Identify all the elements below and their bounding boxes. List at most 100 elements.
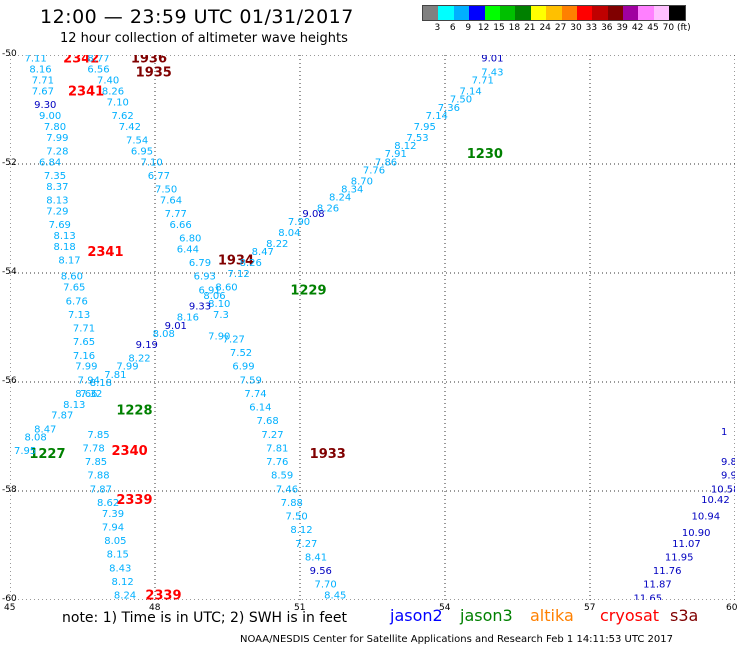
track-time-label: 1230 (467, 147, 503, 162)
lon-tick-label: 54 (439, 603, 451, 613)
wave-height-value: 6.99 (232, 362, 254, 373)
wave-height-value: 8.70 (351, 176, 373, 187)
wave-height-value: 8.05 (104, 536, 126, 547)
wave-height-value: 7.99 (75, 362, 97, 373)
legend-label: 45 (647, 23, 659, 33)
wave-height-value: 11.07 (672, 539, 701, 550)
wave-height-value: 8.12 (112, 577, 134, 588)
wave-height-value: 7.46 (276, 484, 298, 495)
wave-height-value: 8.08 (25, 433, 47, 444)
legend-swatch (607, 6, 624, 20)
wave-height-value: 7.85 (85, 457, 107, 468)
lat-tick-label: -54 (2, 267, 17, 277)
graticule (10, 55, 735, 600)
legend-label: 12 (477, 23, 490, 33)
lat-tick-label: -58 (2, 485, 17, 495)
wave-height-value: 7.52 (230, 348, 252, 359)
wave-height-value: 7.77 (165, 209, 187, 220)
legend-swatch (423, 6, 439, 20)
wave-height-value: 7.32 (80, 389, 102, 400)
legend-swatch (499, 6, 516, 20)
wave-height-value: 10.90 (682, 528, 711, 539)
legend-label: 42 (631, 23, 644, 33)
wave-height-value: 8.60 (61, 272, 83, 283)
track-time-label: 2340 (112, 444, 148, 459)
wave-height-value: 8.15 (107, 550, 129, 561)
legend-label: 33 (585, 23, 598, 33)
wave-height-value: 8.62 (97, 498, 119, 509)
wave-height-value: 7.65 (73, 337, 95, 348)
legend-label: 24 (539, 23, 551, 33)
wave-height-value: 7.27 (223, 334, 245, 345)
legend-label: 6 (449, 23, 456, 33)
wave-height-value: 6.93 (194, 272, 216, 283)
wave-height-value: 6.44 (177, 244, 199, 255)
track-time-label: 1229 (290, 283, 326, 298)
wave-height-value: 7.99 (116, 362, 138, 373)
legend-label: 15 (493, 23, 505, 33)
lon-tick-label: 48 (149, 603, 161, 613)
wave-height-value: 7.42 (119, 122, 141, 133)
legend-swatch (638, 6, 654, 20)
wave-height-value: 9.56 (310, 566, 332, 577)
legend-label: 3 (434, 23, 441, 33)
legend-label: 18 (508, 23, 521, 33)
legend-swatch (515, 6, 531, 20)
wave-height-value: 7.27 (261, 430, 283, 441)
satellite-jason2: jason2 (390, 606, 443, 625)
wave-height-value: 8.16 (177, 313, 199, 324)
wave-height-value: 8.18 (54, 242, 76, 253)
wave-height-value: 8.26 (240, 258, 262, 269)
lat-tick-label: -56 (2, 376, 17, 386)
wave-height-value: 8.16 (29, 65, 51, 76)
wave-height-value: 7.59 (240, 375, 262, 386)
legend-swatch (438, 6, 454, 20)
legend-label: (ft) (677, 23, 691, 33)
wave-height-value: 7.90 (288, 217, 310, 228)
wave-height-value: 9.08 (302, 209, 324, 220)
color-legend: 3 6 9 12 15 18 21 24 27 30 33 36 39 42 45 70 (ft) (422, 5, 691, 33)
legend-swatch (453, 6, 470, 20)
track-time-label: 2339 (116, 493, 152, 508)
track-time-label: 1936 (131, 55, 167, 67)
wave-height-value: 7.76 (363, 165, 385, 176)
wave-height-value: 7.14 (460, 86, 482, 97)
wave-height-value: 7.71 (73, 324, 95, 335)
wave-height-value: 8.22 (266, 239, 288, 250)
wave-height-value: 11.65 (634, 593, 663, 600)
wave-height-value: 8.13 (46, 195, 68, 206)
wave-height-value: 7.50 (450, 95, 472, 106)
track-time-label: 2341 (68, 84, 104, 99)
legend-swatch (623, 6, 639, 20)
wave-height-value: 1 (721, 427, 727, 438)
wave-height-value: 8.47 (252, 247, 274, 258)
wave-height-values: 7.11 8.77 8.16 6.56 7.71 7.40 7.67 8.26 9.30 7.10… (14, 55, 735, 600)
lat-tick-label: -52 (2, 158, 17, 168)
wave-height-value: 7.10 (107, 97, 129, 108)
wave-height-value: 8.08 (153, 329, 175, 340)
wave-height-value: 8.59 (271, 471, 293, 482)
track-time-label: 1228 (116, 403, 152, 418)
track-time-label: 2342 (63, 55, 99, 67)
wave-height-value: 7.94 (78, 375, 100, 386)
wave-height-value: 7.3 (213, 310, 229, 321)
wave-height-value: 8.10 (208, 299, 230, 310)
wave-height-value: 9.19 (136, 340, 158, 351)
wave-height-value: 7.69 (49, 220, 71, 231)
wave-height-value: 7.81 (266, 443, 288, 454)
wave-height-value: 7.70 (315, 580, 337, 591)
wave-height-value: 7.65 (63, 283, 85, 294)
wave-height-value: 8.24 (114, 591, 136, 600)
wave-height-value: 8.18 (90, 378, 112, 389)
wave-height-value: 8.77 (87, 55, 109, 65)
track-time-label: 1227 (29, 447, 65, 462)
wave-height-value: 9.8 (721, 457, 735, 468)
wave-height-value: 7.81 (104, 370, 126, 381)
wave-height-value: 6.91 (199, 285, 221, 296)
wave-height-value: 7.54 (126, 135, 148, 146)
wave-height-value: 8.12 (394, 141, 416, 152)
track-time-label: 2341 (87, 245, 123, 260)
wave-height-value: 7.95 (414, 122, 436, 133)
lon-tick-label: 57 (584, 603, 596, 613)
legend-label: 27 (554, 23, 567, 33)
